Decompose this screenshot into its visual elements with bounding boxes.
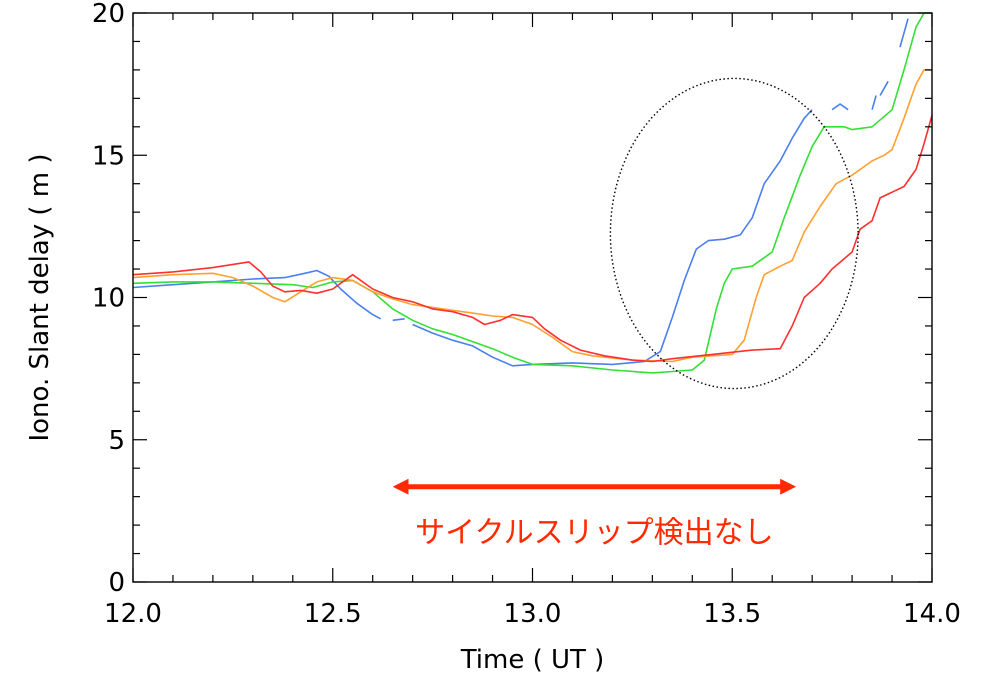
series-2-line-0	[132, 69, 932, 363]
y-tick-label: 0	[108, 568, 125, 598]
x-tick-label: 14.0	[903, 599, 961, 629]
series-0-line-6	[899, 18, 909, 48]
series-0-line-0	[132, 269, 382, 320]
series-1-line-0	[132, 12, 932, 374]
annotation-layer	[392, 77, 859, 495]
highlight-ellipse	[609, 77, 859, 390]
y-axis-title: Iono. Slant delay ( m )	[25, 153, 55, 441]
no-cycle-slip-label: サイクルスリップ検出なし	[415, 516, 774, 551]
series-0-line-3	[831, 103, 849, 111]
plot-frame	[132, 12, 933, 583]
series-0-line-5	[879, 80, 889, 96]
y-tick-label: 20	[92, 0, 125, 29]
series-0-line-4	[871, 95, 877, 110]
x-axis-title: Time ( UT )	[460, 645, 605, 675]
x-tick-label: 12.0	[104, 599, 162, 629]
series-0-line-2	[412, 109, 813, 367]
x-tick-label: 13.0	[504, 599, 562, 629]
y-tick-label: 5	[108, 426, 125, 456]
y-tick-label: 10	[92, 284, 125, 314]
tick-layer: 12.0 12.5 13.0 13.5 14.0 0 5 10 15 20	[92, 0, 961, 629]
series-3-line-0	[132, 115, 933, 363]
x-tick-label: 12.5	[304, 599, 362, 629]
y-tick-label: 15	[92, 141, 125, 171]
series-layer	[132, 12, 933, 374]
x-tick-label: 13.5	[703, 599, 761, 629]
series-0-line-1	[392, 318, 405, 322]
